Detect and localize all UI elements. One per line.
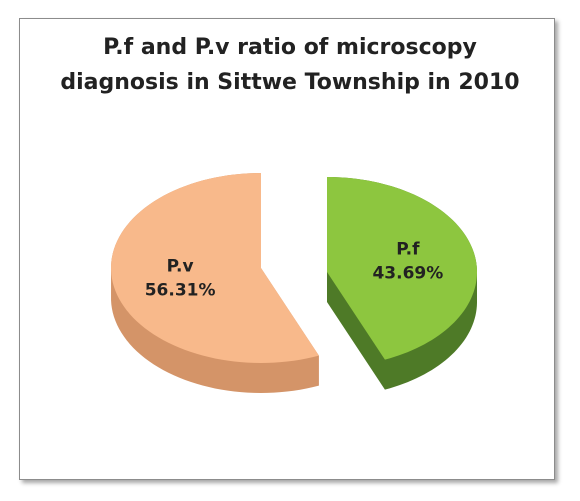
slice-value-label: 56.31% [145,280,216,300]
slice-label: P.v [167,256,194,276]
slice-top [111,173,319,363]
chart-title: P.f and P.v ratio of microscopy diagnosi… [60,35,520,95]
slice-label: P.f [396,240,420,260]
slice-top [327,177,477,360]
slice-value-label: 43.69% [372,264,443,284]
